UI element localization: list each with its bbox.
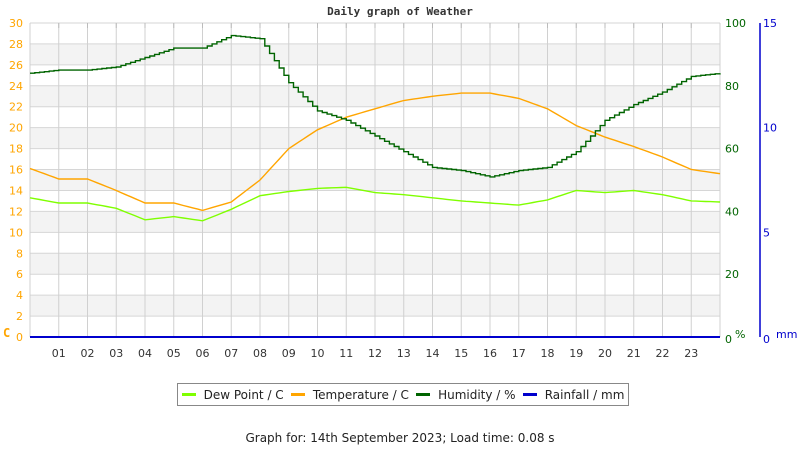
left-axis-unit: C	[3, 326, 10, 340]
humidity-axis-unit: %	[735, 328, 745, 341]
rain-tick-label: 10	[763, 122, 777, 135]
humidity-tick-label: 100	[725, 17, 746, 30]
graph-footer: Graph for: 14th September 2023; Load tim…	[245, 431, 555, 445]
humidity-swatch-icon	[416, 393, 431, 396]
y-tick-label: 2	[16, 310, 23, 323]
x-tick-label: 13	[397, 347, 411, 360]
y-tick-label: 8	[16, 247, 23, 260]
x-tick-label: 06	[196, 347, 210, 360]
rain-tick-label: 15	[763, 17, 777, 30]
chart-title: Daily graph of Weather	[327, 5, 473, 18]
series-dew	[29, 186, 721, 222]
series-humidity	[30, 34, 721, 178]
temperature-swatch-icon	[290, 393, 305, 396]
y-tick-label: 6	[16, 268, 23, 281]
humidity-tick-label: 40	[725, 205, 739, 218]
x-tick-label: 05	[167, 347, 181, 360]
x-tick-label: 04	[138, 347, 152, 360]
legend-item-rainfall: Rainfall / mm	[522, 387, 625, 402]
rain-tick-label: 5	[763, 226, 770, 239]
x-tick-label: 22	[656, 347, 670, 360]
legend-label: Rainfall / mm	[544, 387, 625, 402]
y-tick-label: 30	[9, 17, 23, 30]
y-tick-label: 12	[9, 205, 23, 218]
y-tick-label: 18	[9, 143, 23, 156]
x-tick-label: 15	[454, 347, 468, 360]
y-tick-label: 22	[9, 101, 23, 114]
dew-point-swatch-icon	[181, 393, 196, 396]
legend-item-humidity: Humidity / %	[416, 387, 516, 402]
y-tick-label: 4	[16, 289, 23, 302]
x-tick-label: 16	[483, 347, 497, 360]
x-tick-label: 10	[311, 347, 325, 360]
humidity-tick-label: 80	[725, 80, 739, 93]
humidity-tick-label: 0	[725, 333, 732, 346]
x-tick-label: 09	[282, 347, 296, 360]
y-tick-label: 10	[9, 226, 23, 239]
x-tick-label: 21	[627, 347, 641, 360]
x-tick-label: 23	[684, 347, 698, 360]
humidity-tick-label: 20	[725, 268, 739, 281]
x-tick-label: 01	[52, 347, 66, 360]
x-tick-label: 02	[81, 347, 95, 360]
x-tick-label: 19	[569, 347, 583, 360]
y-tick-label: 24	[9, 80, 23, 93]
x-tick-label: 03	[109, 347, 123, 360]
legend-label: Temperature / C	[312, 387, 409, 402]
y-tick-label: 14	[9, 184, 23, 197]
y-tick-label: 26	[9, 59, 23, 72]
y-tick-label: 28	[9, 38, 23, 51]
x-tick-label: 07	[224, 347, 238, 360]
series-temperature	[29, 92, 721, 212]
y-tick-label: 0	[16, 331, 23, 344]
x-tick-label: 08	[253, 347, 267, 360]
humidity-tick-label: 60	[725, 143, 739, 156]
chart-legend: Dew Point / C Temperature / C Humidity /…	[177, 383, 629, 406]
legend-label: Humidity / %	[438, 387, 516, 402]
x-tick-label: 14	[426, 347, 440, 360]
y-tick-label: 20	[9, 122, 23, 135]
rain-tick-label: 0	[763, 333, 770, 346]
legend-item-temperature: Temperature / C	[290, 387, 409, 402]
x-tick-label: 11	[339, 347, 353, 360]
x-tick-label: 17	[512, 347, 526, 360]
y-tick-label: 16	[9, 164, 23, 177]
x-tick-label: 20	[598, 347, 612, 360]
rain-axis-unit: mm	[776, 328, 797, 341]
legend-label: Dew Point / C	[203, 387, 284, 402]
rainfall-swatch-icon	[522, 393, 537, 396]
legend-item-dew-point: Dew Point / C	[181, 387, 284, 402]
x-tick-label: 18	[541, 347, 555, 360]
x-tick-label: 12	[368, 347, 382, 360]
